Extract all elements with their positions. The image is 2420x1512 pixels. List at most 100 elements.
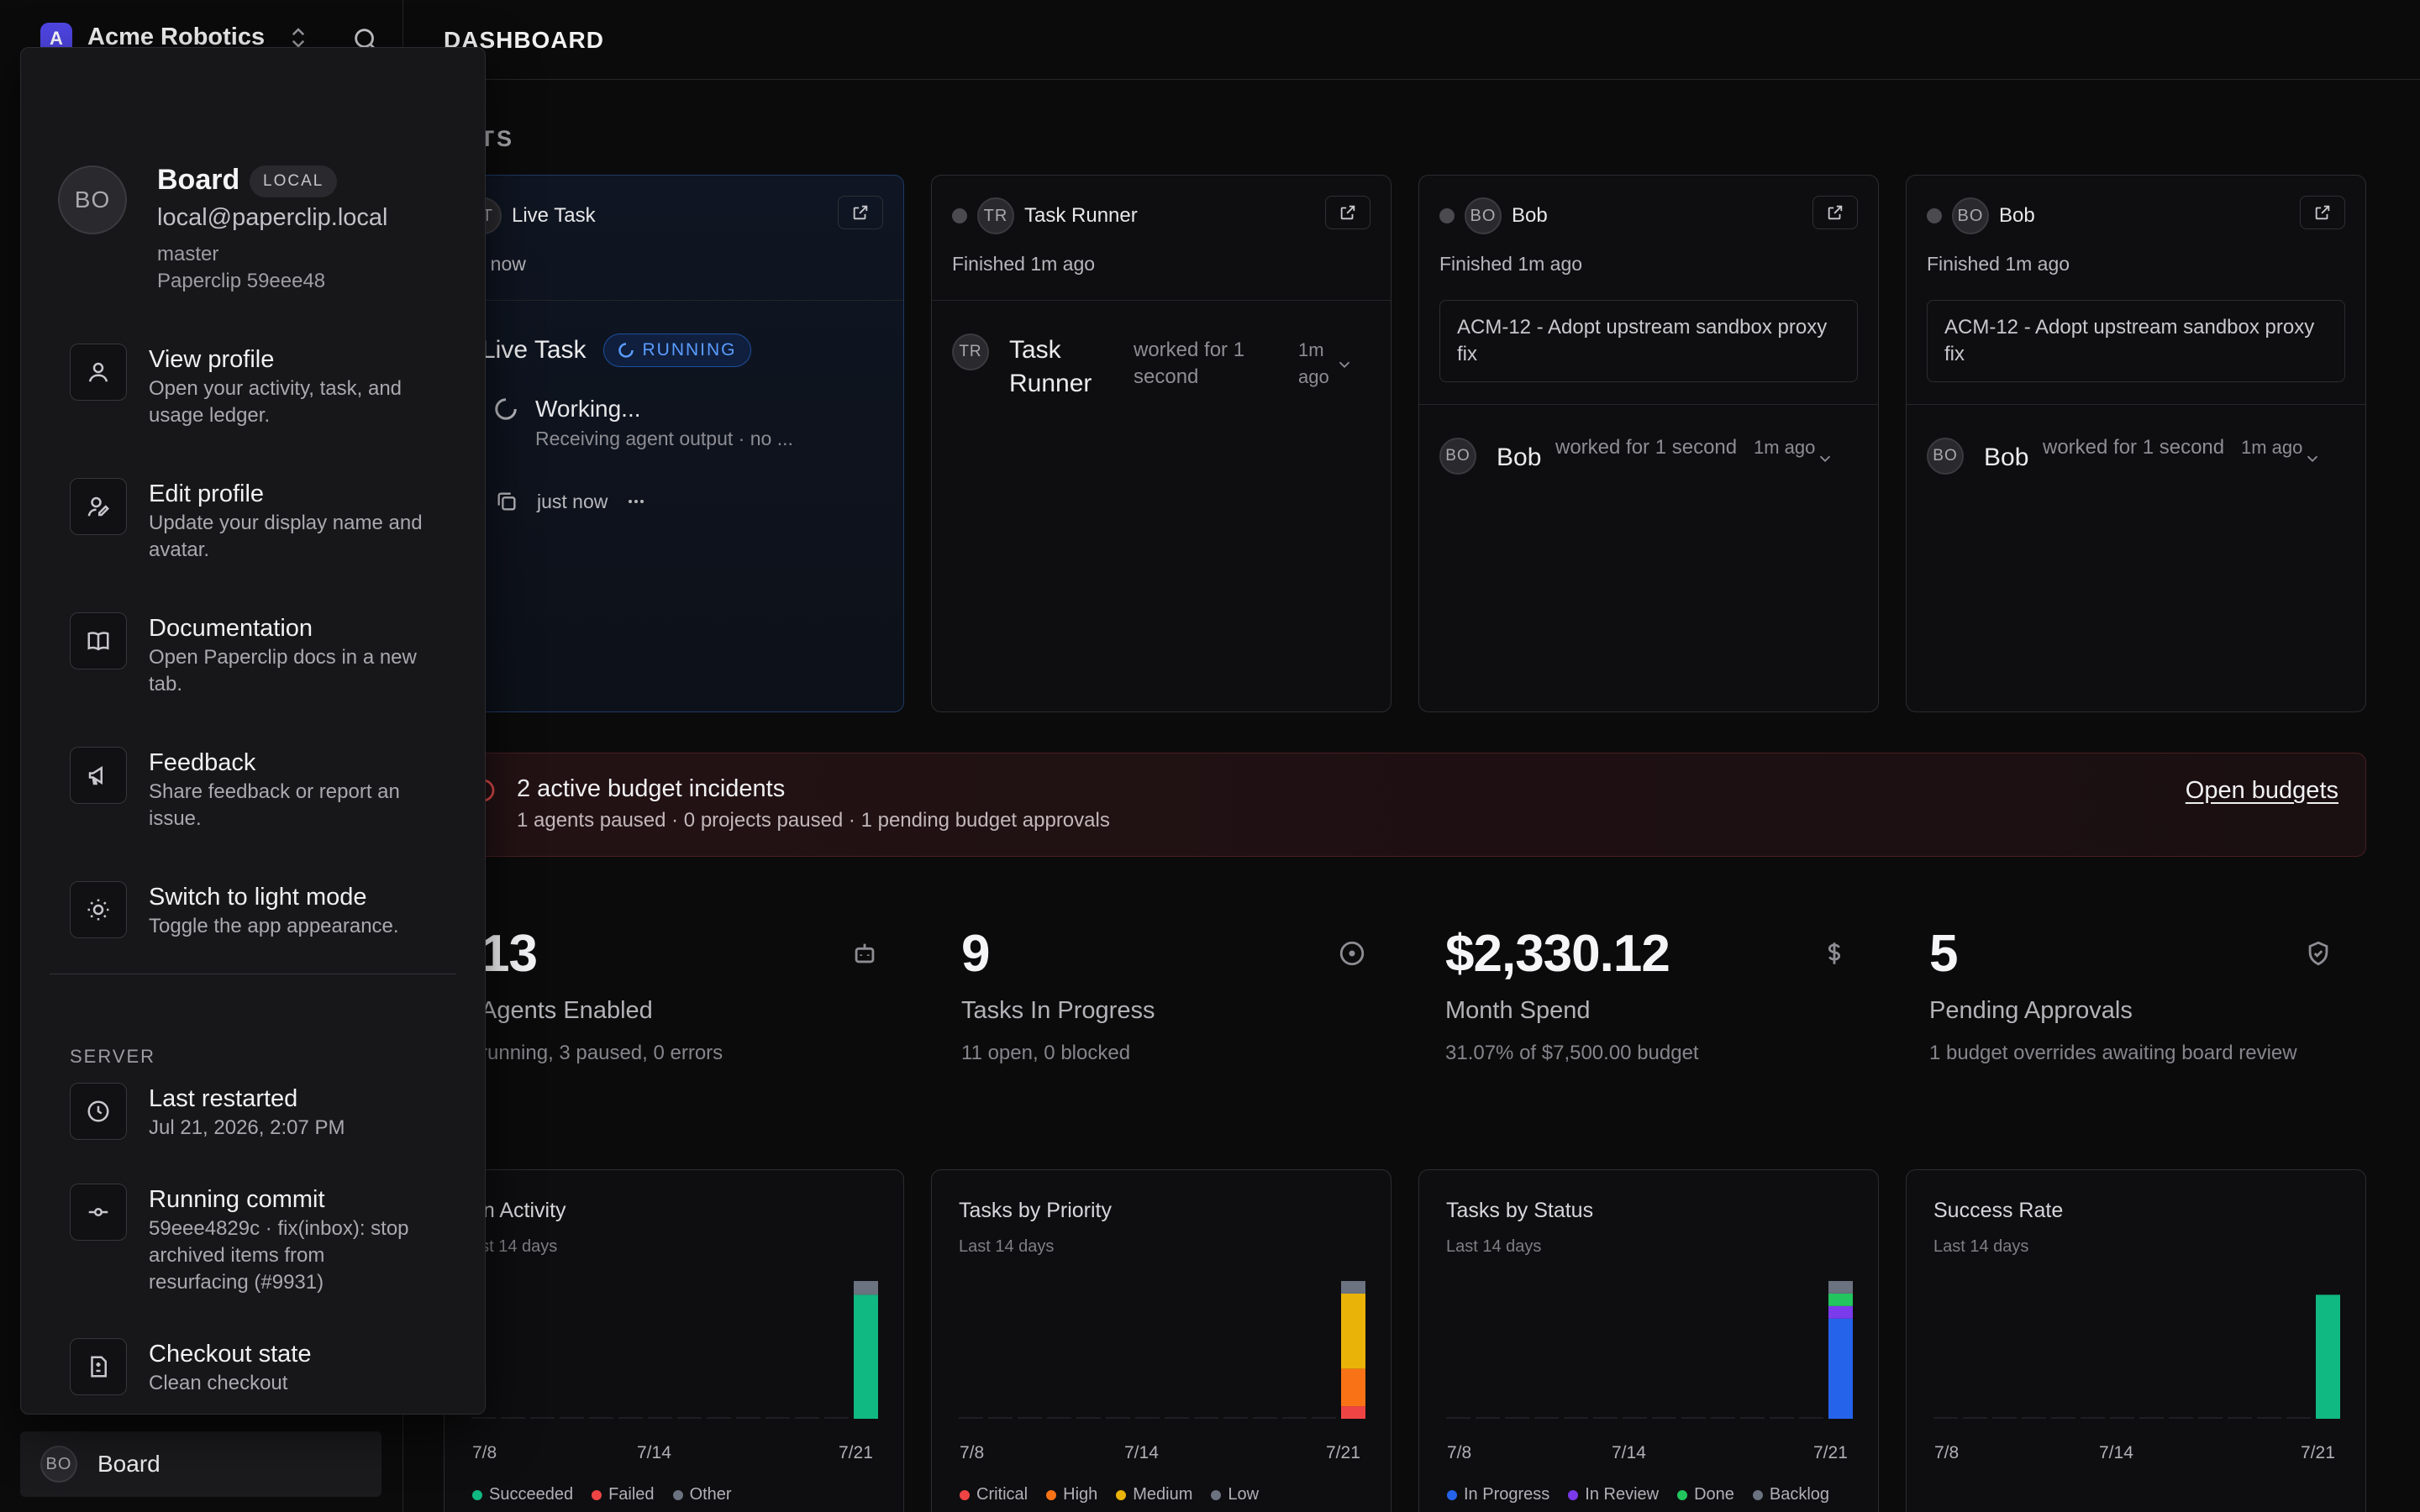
bar-baseline xyxy=(648,1417,672,1419)
bar-baseline xyxy=(1770,1417,1794,1419)
clock-icon xyxy=(70,1083,127,1140)
agent-card-task-runner[interactable]: TR Task Runner Finished 1m ago TR Task R… xyxy=(931,175,1392,712)
agent-name: Task Runner xyxy=(1024,204,1138,227)
bar-baseline xyxy=(1681,1417,1706,1419)
legend-item: In Progress xyxy=(1447,1485,1549,1504)
open-external-button[interactable] xyxy=(2300,196,2345,229)
agent-name: Bob xyxy=(1512,204,1548,227)
bar-baseline xyxy=(1282,1417,1307,1419)
agent-avatar: BO xyxy=(1952,197,1989,234)
menu-item-desc: Toggle the app appearance. xyxy=(149,915,399,937)
bar-baseline xyxy=(1505,1417,1529,1419)
chart-legend: In Progress In Review Done Backlog xyxy=(1447,1485,1829,1504)
agent-card-live-task[interactable]: LT Live Task ve now T Live Task RUNNING … xyxy=(444,175,904,712)
git-commit-icon xyxy=(70,1184,127,1241)
top-header: DASHBOARD xyxy=(403,0,2420,80)
x-tick-label: 7/8 xyxy=(960,1443,985,1462)
menu-item-title: Last restarted xyxy=(149,1085,298,1112)
bar-segment xyxy=(1341,1368,1365,1407)
x-tick-label: 7/14 xyxy=(2099,1443,2133,1462)
bar-baseline xyxy=(1992,1417,2017,1419)
metric-sub: 11 open, 0 blocked xyxy=(961,1042,1131,1064)
open-external-button[interactable] xyxy=(1325,196,1370,229)
x-tick-label: 7/8 xyxy=(1447,1443,1472,1462)
bar-segment xyxy=(854,1294,878,1419)
run-ago: 1m ago xyxy=(1754,437,1816,458)
chart-tasks-by-status: Tasks by Status Last 14 days xyxy=(1418,1169,1879,1512)
metric-pending-approvals[interactable]: 5 Pending Approvals 1 budget overrides a… xyxy=(1929,924,2366,1067)
metric-label: Pending Approvals xyxy=(1929,997,2133,1024)
robot-icon xyxy=(850,939,879,968)
external-link-icon xyxy=(2315,205,2330,220)
more-icon[interactable] xyxy=(626,491,646,512)
x-tick-label: 7/21 xyxy=(2301,1443,2335,1462)
metric-value: $2,330.12 xyxy=(1445,925,1670,983)
bar-baseline xyxy=(530,1417,555,1419)
bar-baseline xyxy=(1076,1417,1101,1419)
bar-baseline xyxy=(1253,1417,1277,1419)
chart-subtitle: Last 14 days xyxy=(1446,1237,1542,1256)
documentation-item[interactable]: Documentation Open Paperclip docs in a n… xyxy=(70,612,465,698)
menu-item-title: Checkout state xyxy=(149,1341,312,1368)
bar-baseline xyxy=(2081,1417,2105,1419)
metric-agents-enabled[interactable]: 13 Agents Enabled running, 3 paused, 0 e… xyxy=(481,924,918,1067)
metric-tasks-in-progress[interactable]: 9 Tasks In Progress 11 open, 0 blocked xyxy=(961,924,1398,1067)
issue-link[interactable]: ACM-12 - Adopt upstream sandbox proxy fi… xyxy=(1927,300,2345,382)
issue-link[interactable]: ACM-12 - Adopt upstream sandbox proxy fi… xyxy=(1439,300,1858,382)
receiving-text: Receiving agent output · no ... xyxy=(535,428,793,449)
metric-sub: 31.07% of $7,500.00 budget xyxy=(1445,1042,1699,1064)
chevron-down-icon[interactable] xyxy=(1335,355,1354,374)
bar-baseline xyxy=(2169,1417,2193,1419)
bar-segment xyxy=(1828,1281,1853,1294)
metric-month-spend[interactable]: $2,330.12 Month Spend 31.07% of $7,500.0… xyxy=(1445,924,1882,1067)
menu-item-title: Documentation xyxy=(149,615,313,642)
agent-status-text: Finished 1m ago xyxy=(1927,253,2070,275)
chevron-down-icon[interactable] xyxy=(1816,449,1834,468)
bar-baseline xyxy=(1623,1417,1647,1419)
metric-value: 9 xyxy=(961,925,990,983)
agent-card-bob-2[interactable]: BO Bob Finished 1m ago ACM-12 - Adopt up… xyxy=(1906,175,2366,712)
bar-baseline xyxy=(1135,1417,1160,1419)
copy-icon[interactable] xyxy=(495,490,518,513)
menu-item-desc: Update your display name and avatar. xyxy=(149,512,423,561)
agent-card-bob[interactable]: BO Bob Finished 1m ago ACM-12 - Adopt up… xyxy=(1418,175,1879,712)
user-menu-button[interactable]: BO Board xyxy=(20,1431,381,1497)
chevron-down-icon[interactable] xyxy=(2303,449,2322,468)
circle-dot-icon xyxy=(1338,939,1366,968)
sun-icon xyxy=(70,881,127,938)
run-row[interactable]: BO Bob worked for 1 second 1m ago xyxy=(1927,436,2345,475)
legend-item: Succeeded xyxy=(472,1485,573,1504)
chart-plot xyxy=(1446,1281,1853,1419)
menu-item-title: Edit profile xyxy=(149,480,265,507)
running-badge: RUNNING xyxy=(602,333,751,367)
run-row[interactable]: BO Bob worked for 1 second 1m ago xyxy=(1439,436,1858,475)
chevron-up-down-icon[interactable] xyxy=(286,25,311,50)
edit-profile-item[interactable]: Edit profile Update your display name an… xyxy=(70,478,465,564)
legend-item: Low xyxy=(1211,1485,1259,1504)
status-dot xyxy=(1927,208,1942,223)
run-duration: worked for 1 second xyxy=(2043,436,2225,459)
dollar-icon xyxy=(1820,939,1849,968)
bar-baseline xyxy=(1446,1417,1470,1419)
bar-segment xyxy=(1341,1406,1365,1419)
view-profile-item[interactable]: View profile Open your activity, task, a… xyxy=(70,344,465,429)
feedback-item[interactable]: Feedback Share feedback or report an iss… xyxy=(70,747,465,832)
org-name[interactable]: Acme Robotics xyxy=(87,24,266,50)
run-name: Live Task xyxy=(481,336,587,364)
open-external-button[interactable] xyxy=(1812,196,1858,229)
bar-baseline xyxy=(1047,1417,1071,1419)
bar-baseline xyxy=(2257,1417,2281,1419)
avatar: BO xyxy=(40,1446,77,1483)
bar-baseline xyxy=(471,1417,496,1419)
open-external-button[interactable] xyxy=(838,196,883,229)
bar-baseline xyxy=(1476,1417,1500,1419)
open-budgets-link[interactable]: Open budgets xyxy=(2185,777,2338,804)
bar-baseline xyxy=(707,1417,731,1419)
run-name: Bob xyxy=(1497,444,1542,471)
bar-baseline xyxy=(2139,1417,2164,1419)
local-badge: LOCAL xyxy=(250,165,338,197)
bar-baseline xyxy=(1652,1417,1676,1419)
external-link-icon xyxy=(853,205,868,220)
switch-theme-item[interactable]: Switch to light mode Toggle the app appe… xyxy=(70,881,465,940)
run-row[interactable]: TR Task Runner worked for 1 second 1m ag… xyxy=(952,333,1370,401)
